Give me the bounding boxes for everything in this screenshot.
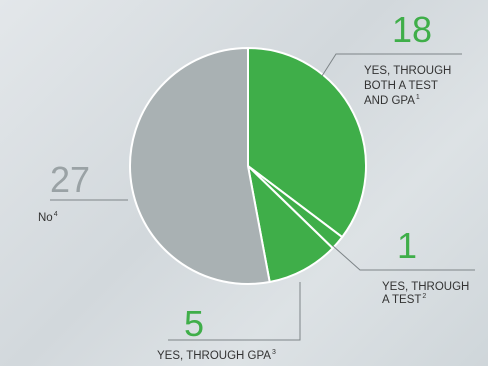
pie-slice-gpa	[247, 165, 334, 283]
category-label-both-line-1: YES, THROUGH	[364, 65, 451, 77]
footnote-both: 1	[416, 94, 420, 101]
category-label-both-line-2: BOTH A TEST	[364, 80, 438, 92]
footnote-gpa: 3	[272, 349, 276, 356]
category-label-gpa: YES, THROUGH GPA3	[157, 349, 276, 362]
footnote-test: 2	[422, 293, 426, 300]
leader-line-gpa	[168, 282, 301, 341]
category-label-both: YES, THROUGH BOTH A TEST AND GPA1	[364, 65, 455, 107]
value-label-both: 18	[392, 9, 432, 50]
leader-line-test	[332, 245, 475, 271]
category-label-no-line-1: No	[38, 212, 53, 224]
footnote-no: 4	[54, 211, 58, 218]
pie-slices	[129, 47, 367, 285]
category-label-no: No4	[38, 211, 58, 224]
pie-slice-both	[247, 47, 367, 239]
value-label-no: 27	[50, 159, 90, 200]
leader-lines	[50, 53, 475, 341]
value-label-test: 1	[397, 225, 417, 266]
leader-line-both	[321, 53, 462, 77]
category-label-test-line-1: YES, THROUGH	[382, 281, 469, 293]
category-label-both-line-3: AND GPA	[364, 95, 415, 107]
pie-slice-no	[129, 47, 271, 285]
category-label-test: YES, THROUGH A TEST2	[382, 281, 473, 306]
category-label-gpa-line-1: YES, THROUGH GPA	[157, 350, 271, 362]
value-label-gpa: 5	[184, 303, 204, 344]
category-label-test-line-2: A TEST	[382, 294, 421, 306]
